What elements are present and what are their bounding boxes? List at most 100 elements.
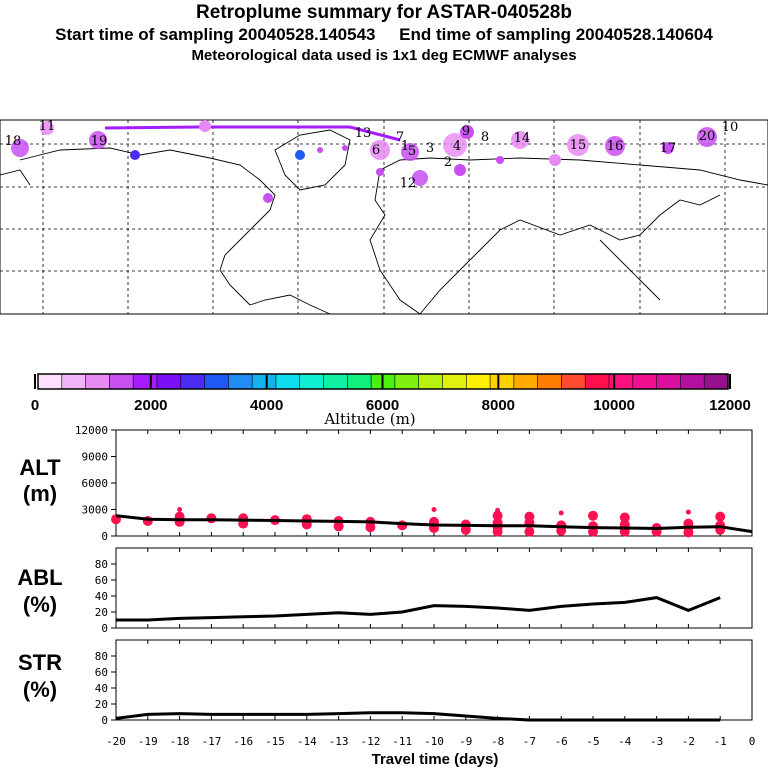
- scatter-point: [397, 520, 408, 531]
- colorbar-cell: [275, 373, 301, 390]
- map-label: 3: [426, 141, 434, 156]
- colorbar-cell: [37, 373, 63, 390]
- map-label: 8: [481, 130, 489, 145]
- plume-cluster: [511, 131, 529, 149]
- map-label: 15: [570, 138, 587, 153]
- y-tick-label: 3000: [82, 504, 109, 517]
- x-tick-label: -17: [201, 735, 221, 748]
- map-label: 5: [408, 144, 416, 159]
- plume-cluster: [295, 150, 305, 160]
- y-axis-label: ALT: [19, 455, 61, 480]
- colorbar-cell: [109, 373, 134, 390]
- x-tick-label: -10: [424, 735, 444, 748]
- colorbar-cell: [513, 373, 539, 390]
- y-tick-label: 40: [95, 590, 108, 603]
- page-title: Retroplume summary for ASTAR-040528b: [196, 2, 572, 23]
- y-tick-label: 60: [95, 666, 108, 679]
- colorbar-cell: [394, 373, 420, 390]
- y-tick-label: 80: [95, 650, 108, 663]
- scatter-point: [431, 507, 437, 512]
- plume-cluster: [130, 150, 140, 160]
- y-axis-label: ABL: [17, 565, 62, 590]
- x-axis-label: Travel time (days): [372, 751, 499, 768]
- scatter-point: [619, 512, 630, 523]
- series-line-abl: [116, 596, 721, 622]
- map-label: 1: [401, 139, 409, 154]
- plume-cluster: [40, 121, 54, 135]
- x-tick-label: -16: [233, 735, 253, 748]
- plume-cluster: [342, 145, 348, 151]
- map-label: 19: [91, 134, 108, 149]
- scatter-point: [715, 511, 726, 522]
- x-tick-label: -1: [714, 735, 727, 748]
- y-tick-label: 20: [95, 606, 108, 619]
- y-tick-label: 6000: [82, 477, 109, 490]
- series-line-str: [115, 711, 721, 722]
- plume-track: [104, 125, 401, 142]
- colorbar-tick-label: 2000: [134, 397, 167, 414]
- plume-cluster: [460, 125, 474, 139]
- plume-cluster: [89, 131, 107, 149]
- map-label: 18: [5, 134, 22, 149]
- x-tick-label: -3: [650, 735, 663, 748]
- colorbar-tick-label: 12000: [709, 397, 751, 414]
- scatter-point: [558, 510, 564, 516]
- colorbar-tick-label: 0: [31, 397, 39, 414]
- map-label: 11: [39, 119, 56, 134]
- plume-cluster: [443, 133, 467, 157]
- scatter-point: [492, 510, 503, 521]
- colorbar-cell: [61, 373, 87, 390]
- x-tick-label: -9: [459, 735, 472, 748]
- y-axis-label: STR: [18, 650, 62, 675]
- colorbar-cell: [132, 373, 158, 390]
- scatter-point: [495, 507, 501, 513]
- map-label: 7: [396, 130, 404, 145]
- colorbar-tick-label: 6000: [366, 397, 399, 414]
- plume-cluster: [376, 168, 384, 176]
- x-tick-label: -15: [265, 735, 285, 748]
- colorbar-cell: [632, 373, 658, 390]
- x-tick-label: -11: [392, 735, 412, 748]
- colorbar-cell: [204, 373, 229, 390]
- y-tick-label: 12000: [75, 424, 108, 437]
- scatter-point: [524, 511, 535, 522]
- x-tick-label: -8: [491, 735, 504, 748]
- plume-cluster: [496, 156, 504, 164]
- scatter-point: [177, 507, 183, 512]
- panel-frame: [115, 547, 753, 629]
- colorbar-cell: [251, 373, 277, 390]
- map-label: 14: [514, 131, 531, 146]
- map-label: 2: [444, 155, 452, 170]
- y-axis-unit: (%): [23, 677, 57, 702]
- x-tick-label: -18: [170, 735, 190, 748]
- colorbar-cell: [584, 373, 610, 390]
- colorbar-cell: [347, 373, 372, 390]
- plume-cluster: [370, 140, 390, 160]
- colorbar-cell: [703, 373, 729, 390]
- scatter-point: [685, 509, 691, 515]
- y-tick-label: 0: [101, 622, 108, 635]
- panel-alt: ALT(m) 0 3000 6000 9000 12000: [19, 424, 753, 543]
- colorbar-cell: [465, 373, 491, 390]
- time-series-panels: ALT(m)030006000900012000ABL(%)020406080S…: [17, 424, 755, 768]
- x-tick-label: -20: [106, 735, 126, 748]
- plume-cluster: [454, 164, 466, 176]
- plume-cluster: [662, 142, 674, 154]
- x-tick-label: -7: [523, 735, 536, 748]
- colorbar-tick-labels: 0 2000 4000 6000 8000 10000 12000: [31, 374, 751, 414]
- colorbar-cell: [228, 373, 253, 390]
- y-tick-label: 60: [95, 574, 108, 587]
- scatter-point: [524, 526, 535, 537]
- map-label: 17: [660, 141, 677, 156]
- x-tick-label: -14: [297, 735, 317, 748]
- plume-cluster: [605, 136, 625, 156]
- scatter-point: [588, 510, 598, 521]
- plume-cluster: [567, 134, 589, 156]
- colorbar-cell: [180, 373, 206, 390]
- x-tick-label: -19: [138, 735, 158, 748]
- colorbar-cell: [442, 373, 467, 390]
- colorbar-cell: [680, 373, 705, 390]
